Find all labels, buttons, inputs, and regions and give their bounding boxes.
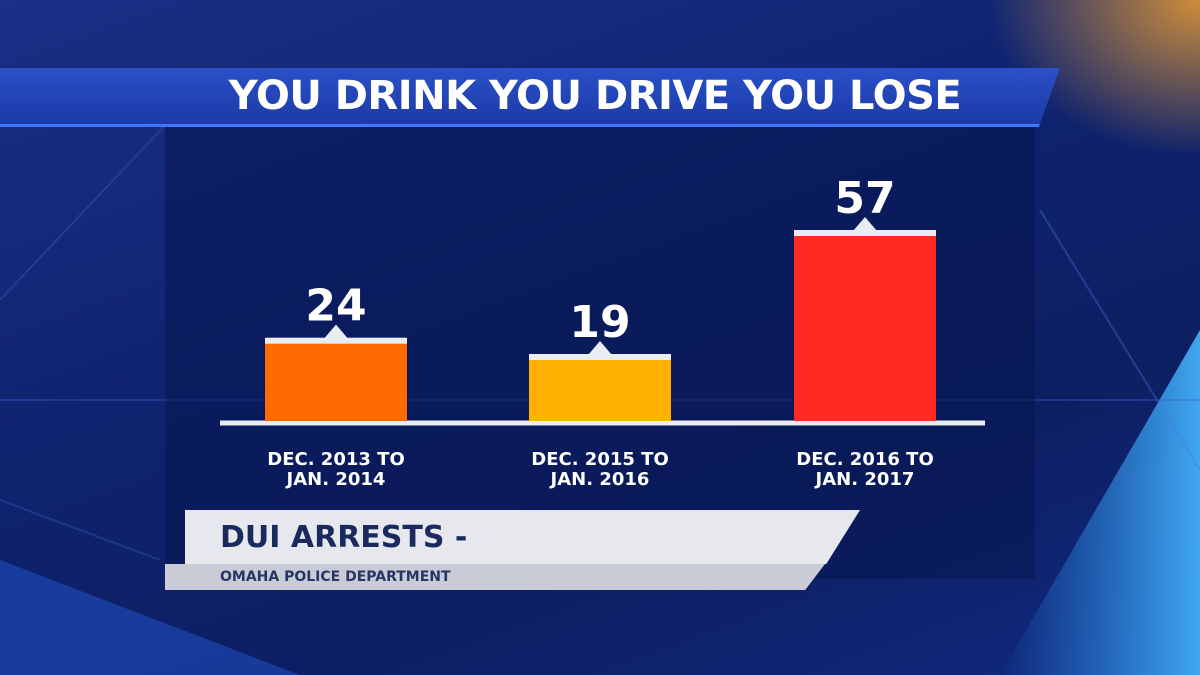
bar-3	[794, 235, 936, 421]
data-label-2: 19	[569, 297, 630, 348]
bar-pointer-1	[324, 324, 348, 339]
title-band	[0, 68, 1060, 127]
lower-third-source-bar	[165, 564, 825, 590]
bar-pointer-2	[588, 341, 612, 355]
lower-third-title: DUI ARRESTS -	[220, 520, 468, 555]
data-label-1: 24	[305, 281, 366, 332]
data-label-3: 57	[834, 173, 895, 224]
lower-third: DUI ARRESTS - OMAHA POLICE DEPARTMENT	[165, 510, 860, 590]
bar-1	[265, 342, 407, 421]
lower-third-title-bar	[185, 510, 860, 564]
category-label-3: DEC. 2016 TO JAN. 2017	[796, 449, 934, 490]
lower-third-source: OMAHA POLICE DEPARTMENT	[220, 569, 451, 585]
category-label-1: DEC. 2013 TO JAN. 2014	[267, 449, 405, 490]
bar-pointer-3	[853, 217, 877, 231]
bar-2	[529, 359, 671, 421]
bar-cap-3	[794, 230, 936, 236]
bar-cap-1	[265, 337, 407, 344]
chart-title: YOU DRINK YOU DRIVE YOU LOSE	[228, 73, 962, 119]
category-label-2: DEC. 2015 TO JAN. 2016	[531, 449, 669, 490]
bar-cap-2	[529, 354, 671, 360]
